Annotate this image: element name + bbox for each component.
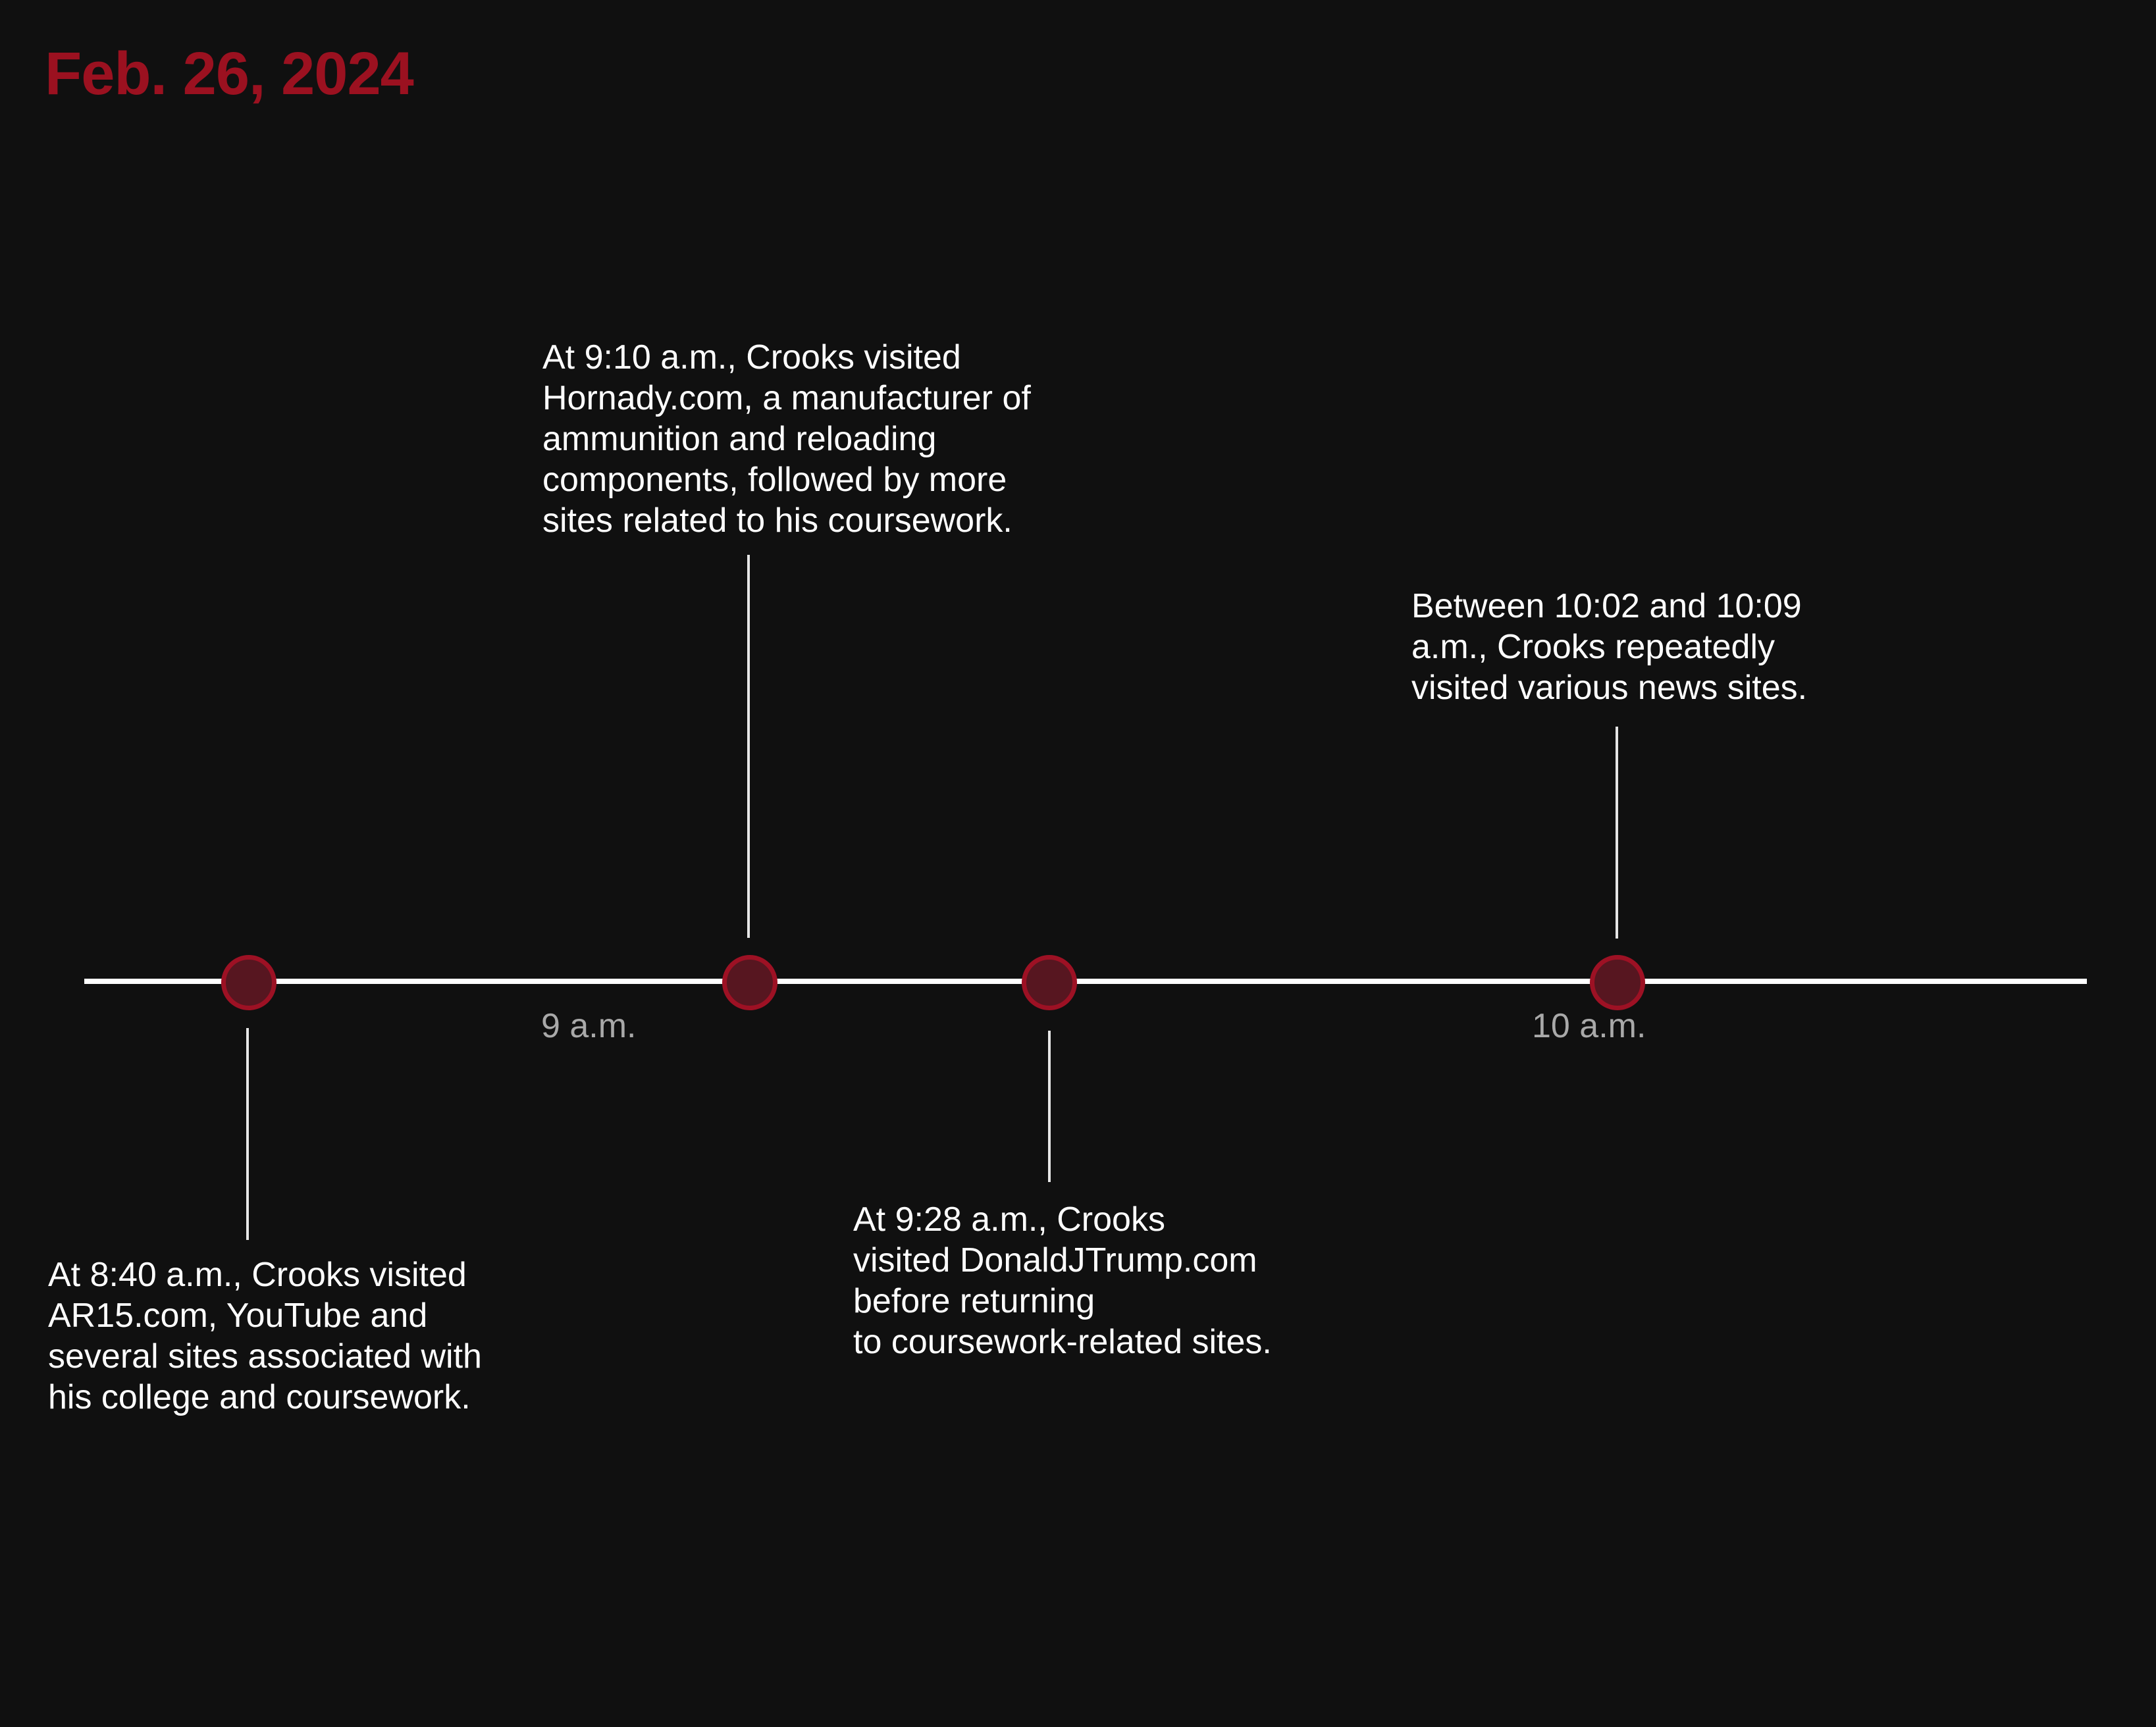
event-marker-1002[interactable] <box>1590 955 1645 1010</box>
event-note-0910: At 9:10 a.m., Crooks visited Hornady.com… <box>542 338 1031 540</box>
event-marker-0928[interactable] <box>1022 955 1077 1010</box>
event-marker-0910[interactable] <box>722 955 777 1010</box>
axis-label-10am: 10 a.m. <box>1532 1007 1646 1045</box>
event-connector-0928 <box>1048 1031 1051 1182</box>
event-note-0928: At 9:28 a.m., Crooks visited DonaldJTrum… <box>853 1200 1272 1361</box>
event-note-0840: At 8:40 a.m., Crooks visited AR15.com, Y… <box>48 1256 482 1416</box>
timeline-date-title: Feb. 26, 2024 <box>45 40 414 107</box>
event-note-1002: Between 10:02 and 10:09 a.m., Crooks rep… <box>1411 587 1808 707</box>
axis-label-9am: 9 a.m. <box>541 1007 637 1045</box>
event-marker-0840[interactable] <box>221 955 276 1010</box>
event-connector-0840 <box>246 1028 249 1240</box>
timeline-axis <box>84 979 2087 984</box>
event-connector-0910 <box>747 555 750 938</box>
event-connector-1002 <box>1616 727 1618 939</box>
